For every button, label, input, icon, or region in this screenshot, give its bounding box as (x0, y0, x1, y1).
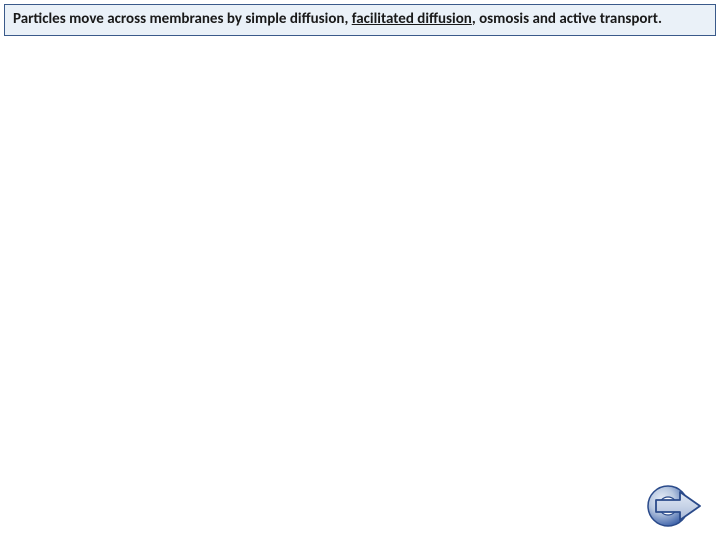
header-text: Particles move across membranes by simpl… (13, 9, 707, 29)
header-text-part1: Particles move across membranes by simpl… (13, 10, 352, 28)
next-arrow-icon (646, 484, 702, 528)
header-text-underlined: facilitated diffusion (352, 10, 472, 28)
header-text-part2: , osmosis and active transport. (472, 10, 662, 28)
next-button[interactable] (646, 484, 702, 528)
header-banner: Particles move across membranes by simpl… (4, 4, 716, 36)
